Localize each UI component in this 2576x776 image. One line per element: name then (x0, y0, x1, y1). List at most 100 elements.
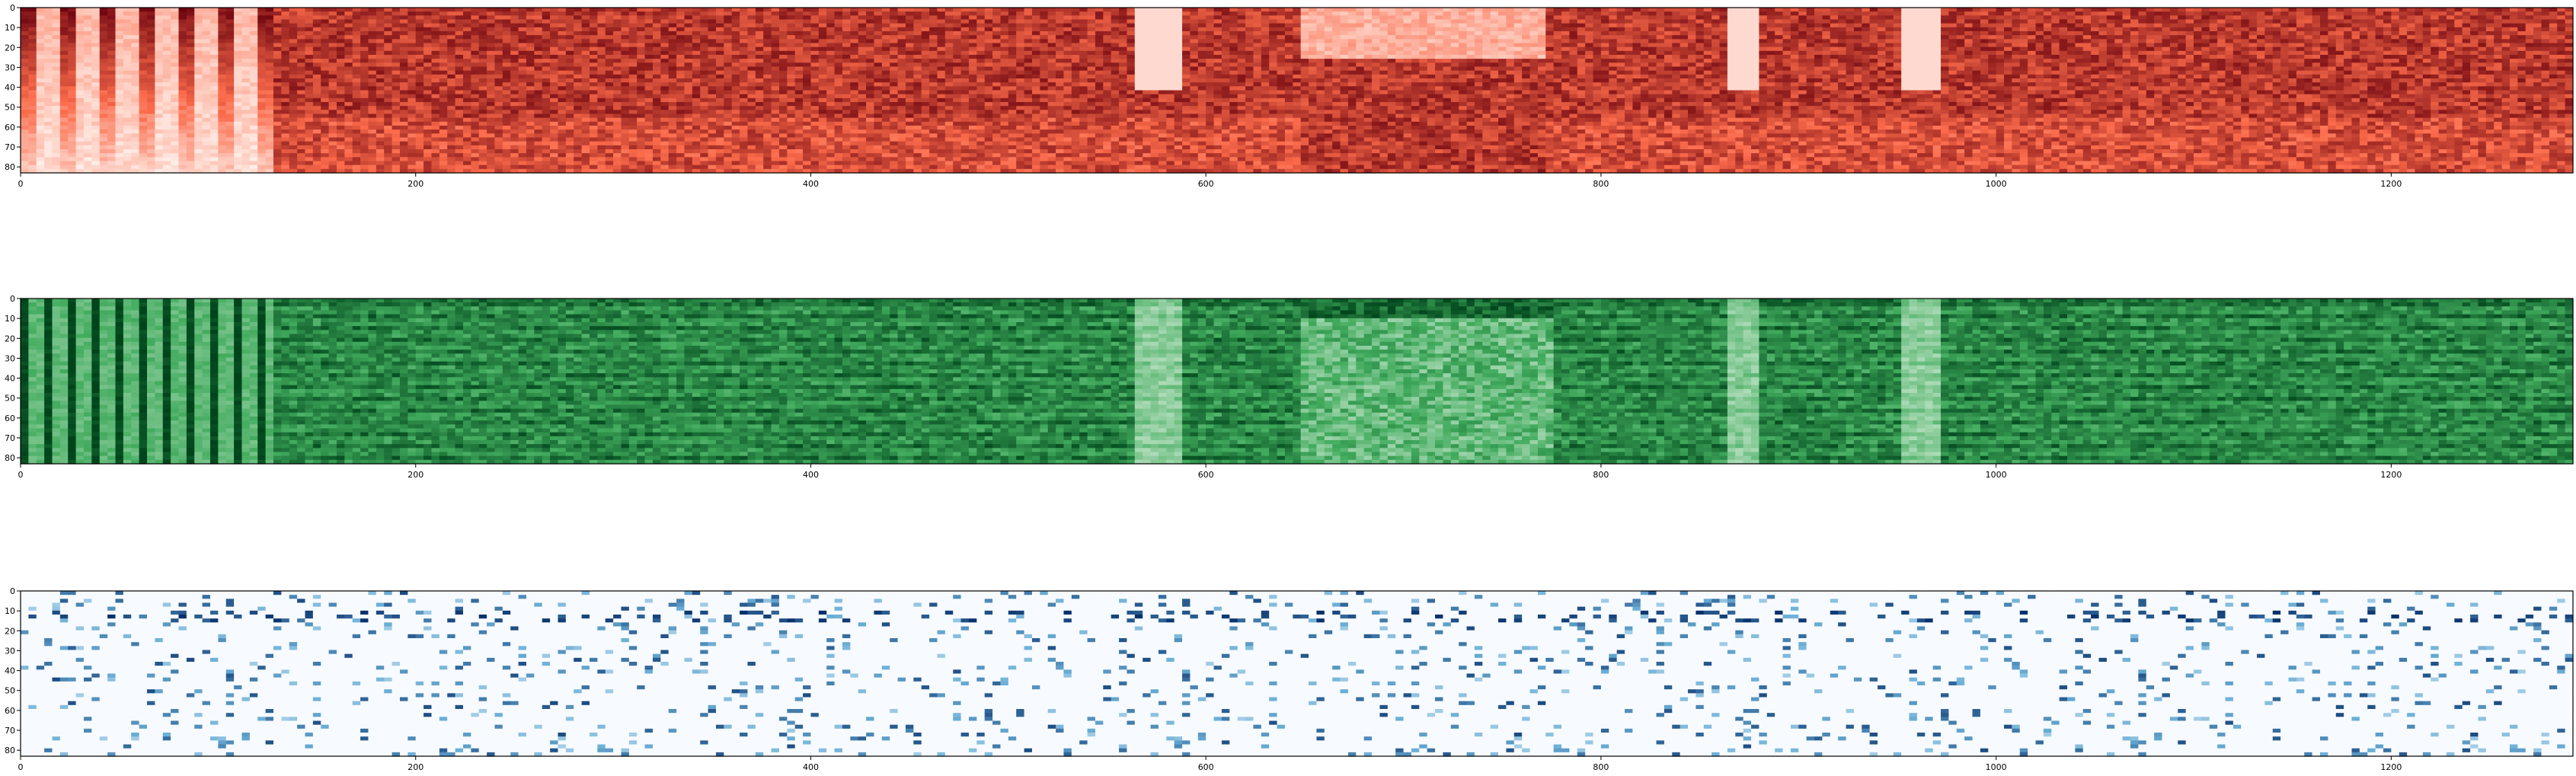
heatmap-cell (209, 50, 219, 56)
heatmap-cell (747, 35, 756, 40)
heatmap-cell (178, 70, 187, 75)
heatmap-cell (953, 23, 962, 28)
heatmap-cell (415, 50, 424, 56)
heatmap-cell (502, 70, 511, 75)
heatmap-cell (787, 35, 796, 40)
heatmap-cell (542, 31, 551, 36)
heatmap-cell (778, 94, 788, 99)
heatmap-cell (826, 23, 836, 28)
heatmap-cell (155, 15, 164, 21)
heatmap-cell (803, 102, 812, 107)
heatmap-cell (787, 90, 796, 95)
heatmap-cell (905, 102, 914, 107)
heatmap-cell (700, 74, 709, 79)
heatmap-cell (321, 113, 330, 119)
heatmap-cell (755, 39, 764, 44)
heatmap-cell (36, 31, 45, 36)
heatmap-cell (360, 121, 369, 126)
heatmap-cell (921, 23, 930, 28)
heatmap-cell (771, 8, 780, 12)
heatmap-cell (526, 27, 535, 32)
heatmap-cell (407, 19, 417, 24)
heatmap-cell (668, 110, 677, 115)
heatmap-cell (75, 102, 85, 107)
heatmap-cell (99, 121, 108, 126)
heatmap-cell (494, 161, 503, 166)
heatmap-cell (28, 153, 37, 158)
heatmap-cell (344, 110, 353, 115)
heatmap-cell (28, 110, 37, 115)
heatmap-cell (91, 126, 101, 130)
heatmap-cell (186, 74, 195, 79)
heatmap-cell (384, 39, 393, 44)
heatmap-cell (858, 110, 867, 115)
heatmap-cell (68, 90, 77, 95)
heatmap-cell (257, 50, 267, 56)
heatmap-cell (107, 157, 117, 162)
heatmap-cell (502, 149, 511, 154)
heatmap-cell (447, 161, 456, 166)
heatmap-cell (447, 59, 456, 63)
heatmap-cell (740, 129, 749, 134)
heatmap-cell (225, 94, 235, 99)
heatmap-cell (708, 164, 717, 170)
heatmap-cell (75, 50, 85, 56)
heatmap-cell (724, 149, 733, 154)
heatmap-cell (28, 62, 37, 68)
heatmap-cell (953, 31, 962, 36)
heatmap-cell (708, 31, 717, 36)
heatmap-cell (336, 168, 345, 174)
heatmap-cell (668, 161, 677, 166)
heatmap-cell (107, 110, 117, 115)
heatmap-cell (810, 19, 820, 24)
heatmap-cell (826, 15, 836, 21)
heatmap-cell (565, 62, 574, 68)
heatmap-cell (597, 15, 606, 21)
heatmap-cell (368, 121, 377, 126)
heatmap-cell (850, 82, 859, 87)
heatmap-cell (834, 141, 843, 146)
heatmap-cell (676, 78, 686, 83)
heatmap-cell (471, 82, 480, 87)
heatmap-cell (415, 117, 424, 123)
heatmap-cell (360, 11, 369, 16)
heatmap-cell (59, 149, 69, 154)
heatmap-cell (842, 27, 851, 32)
heatmap-cell (755, 55, 764, 59)
heatmap-cell (281, 78, 290, 83)
heatmap-cell (842, 168, 851, 174)
heatmap-cell (462, 117, 471, 123)
heatmap-cell (178, 82, 187, 87)
heatmap-cell (75, 164, 85, 170)
heatmap-cell (574, 31, 583, 36)
heatmap-cell (834, 39, 843, 44)
heatmap-cell (534, 59, 543, 63)
heatmap-cell (423, 129, 433, 134)
heatmap-cell (399, 55, 408, 59)
heatmap-cell (605, 149, 614, 154)
heatmap-cell (281, 117, 290, 123)
heatmap-cell (692, 31, 701, 36)
heatmap-cell (715, 102, 724, 107)
heatmap-cell (360, 43, 369, 48)
heatmap-cell (439, 110, 448, 115)
heatmap-cell (225, 133, 235, 139)
heatmap-cell (36, 59, 45, 63)
heatmap-cell (628, 82, 638, 87)
heatmap-cell (478, 70, 487, 75)
heatmap-cell (439, 129, 448, 134)
heatmap-cell (621, 35, 630, 40)
heatmap-cell (194, 129, 203, 134)
heatmap-cell (502, 15, 511, 21)
heatmap-cell (929, 50, 938, 56)
heatmap-cell (842, 129, 851, 134)
heatmap-cell (803, 110, 812, 115)
heatmap-cell (668, 97, 677, 103)
heatmap-cell (115, 43, 124, 48)
heatmap-cell (724, 66, 733, 72)
heatmap-cell (708, 168, 717, 174)
heatmap-cell (740, 35, 749, 40)
heatmap-cell (281, 86, 290, 91)
heatmap-cell (502, 90, 511, 95)
heatmap-cell (787, 27, 796, 32)
